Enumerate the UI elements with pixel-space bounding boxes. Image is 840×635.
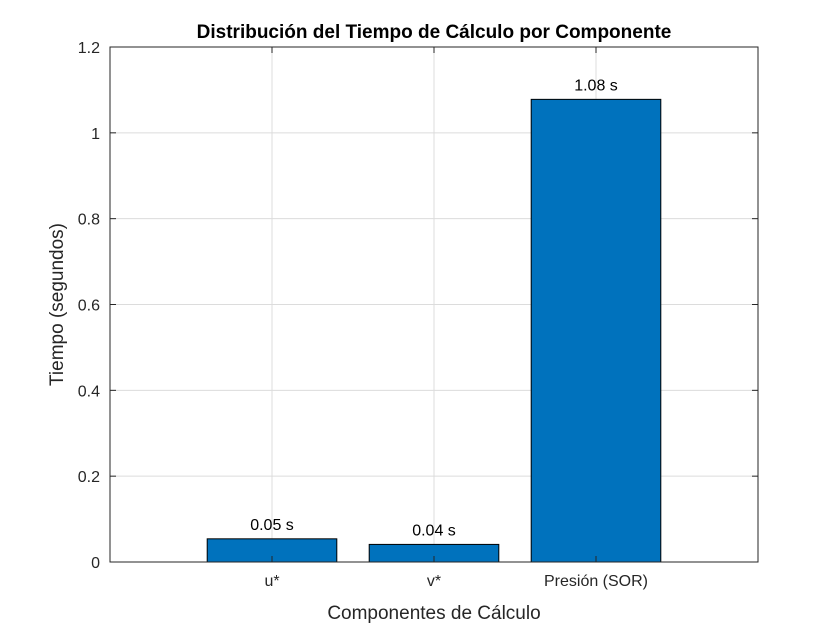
x-tick-label: Presión (SOR) <box>544 573 648 590</box>
data-label-3: 1.08 s <box>574 77 618 94</box>
ticks: 0 0.2 0.4 0.6 0.8 1 1.2 u* v* Presión (SOR) <box>78 40 758 590</box>
y-tick-label: 0.2 <box>78 469 100 486</box>
data-labels: 0.05 s 0.04 s 1.08 s <box>250 77 618 539</box>
y-tick-label: 0.6 <box>78 298 100 315</box>
y-tick-label: 0.8 <box>78 212 100 229</box>
x-tick-label: v* <box>427 573 441 590</box>
data-label-2: 0.04 s <box>412 522 456 539</box>
y-tick-label: 1.2 <box>78 40 100 57</box>
data-label-1: 0.05 s <box>250 517 294 534</box>
y-tick-label: 0.4 <box>78 383 100 400</box>
y-tick-label: 1 <box>91 126 100 143</box>
y-tick-label: 0 <box>91 555 100 572</box>
y-axis-label: Tiempo (segundos) <box>47 223 68 386</box>
x-tick-label: u* <box>264 573 279 590</box>
bars <box>206 98 662 563</box>
chart-title: Distribución del Tiempo de Cálculo por C… <box>197 22 672 43</box>
x-axis-label: Componentes de Cálculo <box>327 603 540 624</box>
bar-3 <box>530 98 662 563</box>
